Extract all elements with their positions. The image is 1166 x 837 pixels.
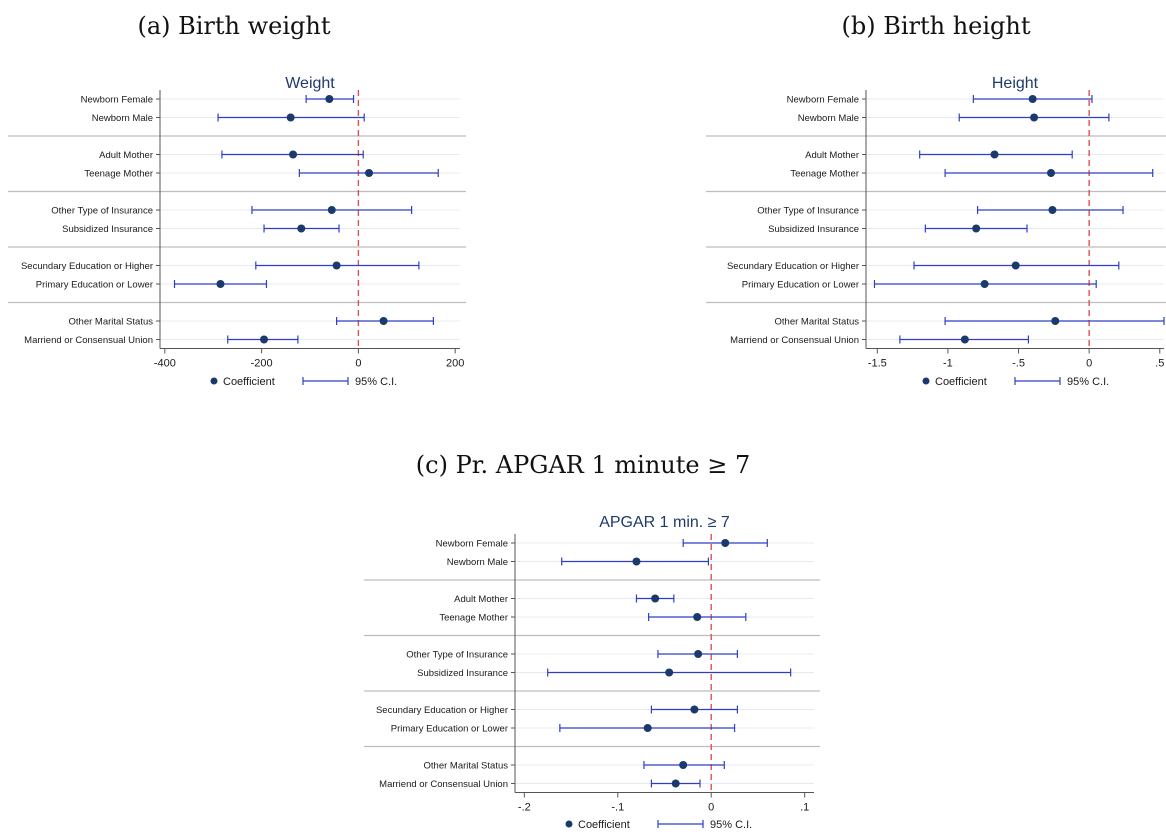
apgar-coefficient-plot: APGAR 1 min. ≥ 7 Newborn Female Newborn Ma… bbox=[364, 502, 826, 835]
coefficient-point bbox=[327, 206, 336, 214]
coefficient-point bbox=[289, 150, 298, 159]
coefficient-point bbox=[297, 224, 306, 233]
x-tick-label: -1.5 bbox=[868, 358, 887, 370]
row-label: Subsidized Insurance bbox=[62, 224, 153, 235]
row-label: Primary Education or Lower bbox=[391, 723, 508, 734]
row-label: Adult Mother bbox=[99, 150, 153, 161]
legend-coefficient-marker bbox=[922, 377, 930, 385]
row-label: Adult Mother bbox=[805, 150, 859, 161]
weight-coefficient-plot: Weight Newborn Female Newborn Male Adult Mo… bbox=[8, 58, 466, 415]
row-label: Newborn Female bbox=[81, 94, 153, 105]
x-tick-label: -400 bbox=[154, 358, 176, 370]
coefficient-point bbox=[1028, 95, 1037, 103]
row-label: Secundary Education or Higher bbox=[21, 261, 153, 272]
plot-title: APGAR 1 min. ≥ 7 bbox=[599, 514, 730, 531]
row-label: Teenage Mother bbox=[790, 168, 859, 179]
row-label: Teenage Mother bbox=[84, 168, 153, 179]
row-label: Other Type of Insurance bbox=[406, 649, 508, 660]
coefficient-point bbox=[379, 317, 388, 325]
coefficient-point bbox=[643, 724, 652, 732]
coefficient-point bbox=[665, 668, 674, 677]
coefficient-point bbox=[260, 335, 269, 344]
coefficient-point bbox=[1011, 261, 1020, 270]
coefficient-point bbox=[325, 95, 334, 103]
coefficient-point bbox=[990, 150, 999, 159]
row-label: Newborn Female bbox=[787, 94, 859, 105]
x-tick-label: 0 bbox=[355, 358, 361, 370]
legend-ci-label: 95% C.I. bbox=[710, 819, 752, 831]
legend-coefficient-label: Coefficient bbox=[578, 819, 630, 831]
legend-coefficient-marker bbox=[210, 377, 218, 385]
coefficient-point bbox=[671, 779, 680, 788]
coefficient-point bbox=[690, 705, 699, 714]
legend-coefficient-marker bbox=[565, 820, 573, 828]
row-label: Subsidized Insurance bbox=[768, 224, 859, 235]
row-label: Newborn Male bbox=[92, 113, 153, 124]
coefficient-point bbox=[693, 613, 702, 621]
height-chart-svg: Height Newborn Female Newborn Male Adult Mo… bbox=[706, 75, 1166, 388]
x-tick-label: 0 bbox=[1086, 358, 1092, 370]
x-tick-label: .5 bbox=[1155, 358, 1164, 370]
plot-title: Weight bbox=[285, 75, 335, 92]
row-label: Primary Education or Lower bbox=[742, 279, 859, 290]
row-label: Marriend or Consensual Union bbox=[24, 335, 153, 346]
coefficient-point bbox=[1047, 169, 1056, 177]
legend-coefficient-label: Coefficient bbox=[935, 376, 987, 388]
row-label: Other Type of Insurance bbox=[51, 205, 153, 216]
coefficient-point bbox=[286, 113, 295, 122]
row-label: Marriend or Consensual Union bbox=[730, 335, 859, 346]
row-label: Teenage Mother bbox=[439, 612, 508, 623]
legend-ci-label: 95% C.I. bbox=[1067, 376, 1109, 388]
coefficient-point bbox=[980, 280, 989, 288]
row-label: Primary Education or Lower bbox=[36, 279, 153, 290]
coefficient-point bbox=[721, 539, 730, 547]
x-tick-label: -.2 bbox=[518, 802, 531, 814]
apgar-chart-svg: APGAR 1 min. ≥ 7 Newborn Female Newborn Ma… bbox=[364, 514, 820, 831]
coefficient-point bbox=[1030, 113, 1039, 122]
x-tick-label: -.5 bbox=[1012, 358, 1025, 370]
row-label: Newborn Male bbox=[798, 113, 859, 124]
coefficient-point bbox=[694, 650, 703, 658]
coefficient-point bbox=[1048, 206, 1057, 214]
row-label: Other Type of Insurance bbox=[757, 205, 859, 216]
x-tick-label: -1 bbox=[943, 358, 953, 370]
coefficient-point bbox=[216, 280, 225, 288]
x-tick-label: -.1 bbox=[611, 802, 624, 814]
coefficient-point bbox=[1051, 317, 1060, 325]
coefficient-point bbox=[679, 761, 688, 769]
row-label: Other Marital Status bbox=[775, 316, 860, 327]
legend-coefficient-label: Coefficient bbox=[223, 376, 275, 388]
coefficient-point bbox=[332, 261, 341, 270]
row-label: Other Marital Status bbox=[69, 316, 154, 327]
row-label: Adult Mother bbox=[454, 594, 508, 605]
x-tick-label: .1 bbox=[800, 802, 809, 814]
height-coefficient-plot: Height Newborn Female Newborn Male Adult Mo… bbox=[706, 58, 1166, 415]
weight-chart-svg: Weight Newborn Female Newborn Male Adult Mo… bbox=[8, 75, 466, 388]
row-label: Secundary Education or Higher bbox=[727, 261, 859, 272]
legend-ci-label: 95% C.I. bbox=[355, 376, 397, 388]
row-label: Marriend or Consensual Union bbox=[379, 779, 508, 790]
row-label: Other Marital Status bbox=[424, 760, 509, 771]
coefficient-point bbox=[651, 594, 660, 603]
x-tick-label: 200 bbox=[446, 358, 464, 370]
panel-b-caption: (b) Birth height bbox=[841, 12, 1031, 40]
panel-c-caption: (c) Pr. APGAR 1 minute ≥ 7 bbox=[415, 451, 751, 479]
x-tick-label: 0 bbox=[708, 802, 714, 814]
x-tick-label: -200 bbox=[251, 358, 273, 370]
row-label: Subsidized Insurance bbox=[417, 668, 508, 679]
coefficient-point bbox=[632, 557, 641, 566]
coefficient-point bbox=[972, 224, 981, 233]
row-label: Newborn Male bbox=[447, 557, 508, 568]
plot-title: Height bbox=[992, 75, 1039, 92]
row-label: Secundary Education or Higher bbox=[376, 705, 508, 716]
panel-a-caption: (a) Birth weight bbox=[137, 12, 331, 40]
row-label: Newborn Female bbox=[436, 538, 508, 549]
coefficient-point bbox=[365, 169, 374, 177]
coefficient-point bbox=[960, 335, 969, 344]
